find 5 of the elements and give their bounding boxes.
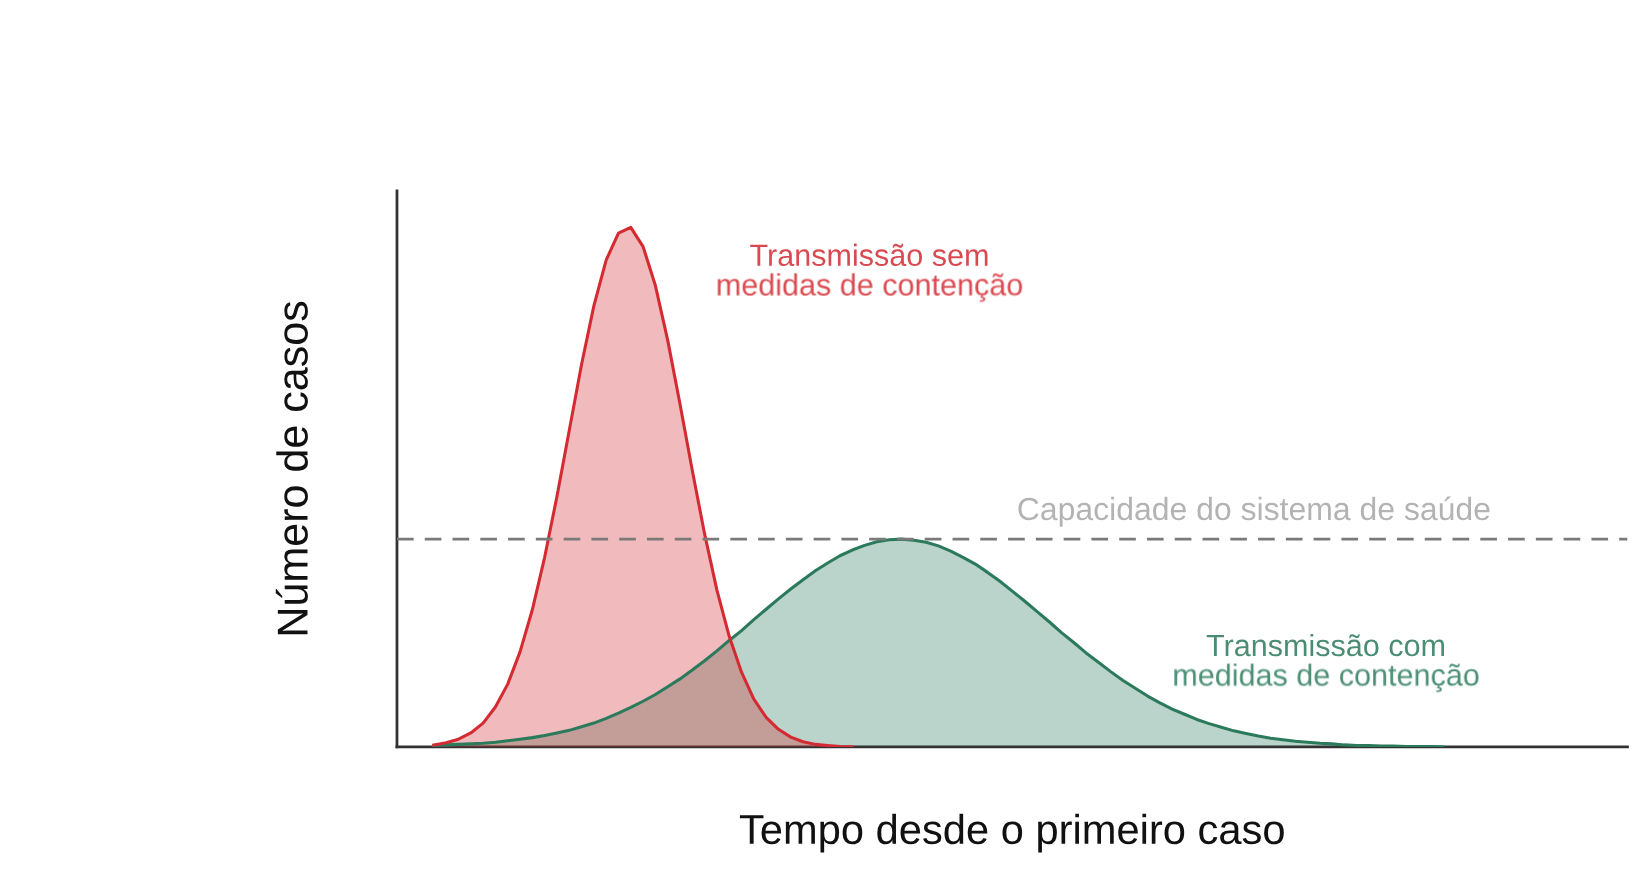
ref-line-label: Capacidade do sistema de saúde bbox=[1018, 496, 1490, 527]
series-label: Transmissão com medidas de contenção bbox=[1174, 633, 1479, 693]
x-axis-title: Tempo desde o primeiro caso bbox=[739, 813, 1284, 853]
series-label: Transmissão sem medidas de contenção bbox=[717, 243, 1022, 302]
y-axis-title: Número de casos bbox=[275, 301, 308, 635]
